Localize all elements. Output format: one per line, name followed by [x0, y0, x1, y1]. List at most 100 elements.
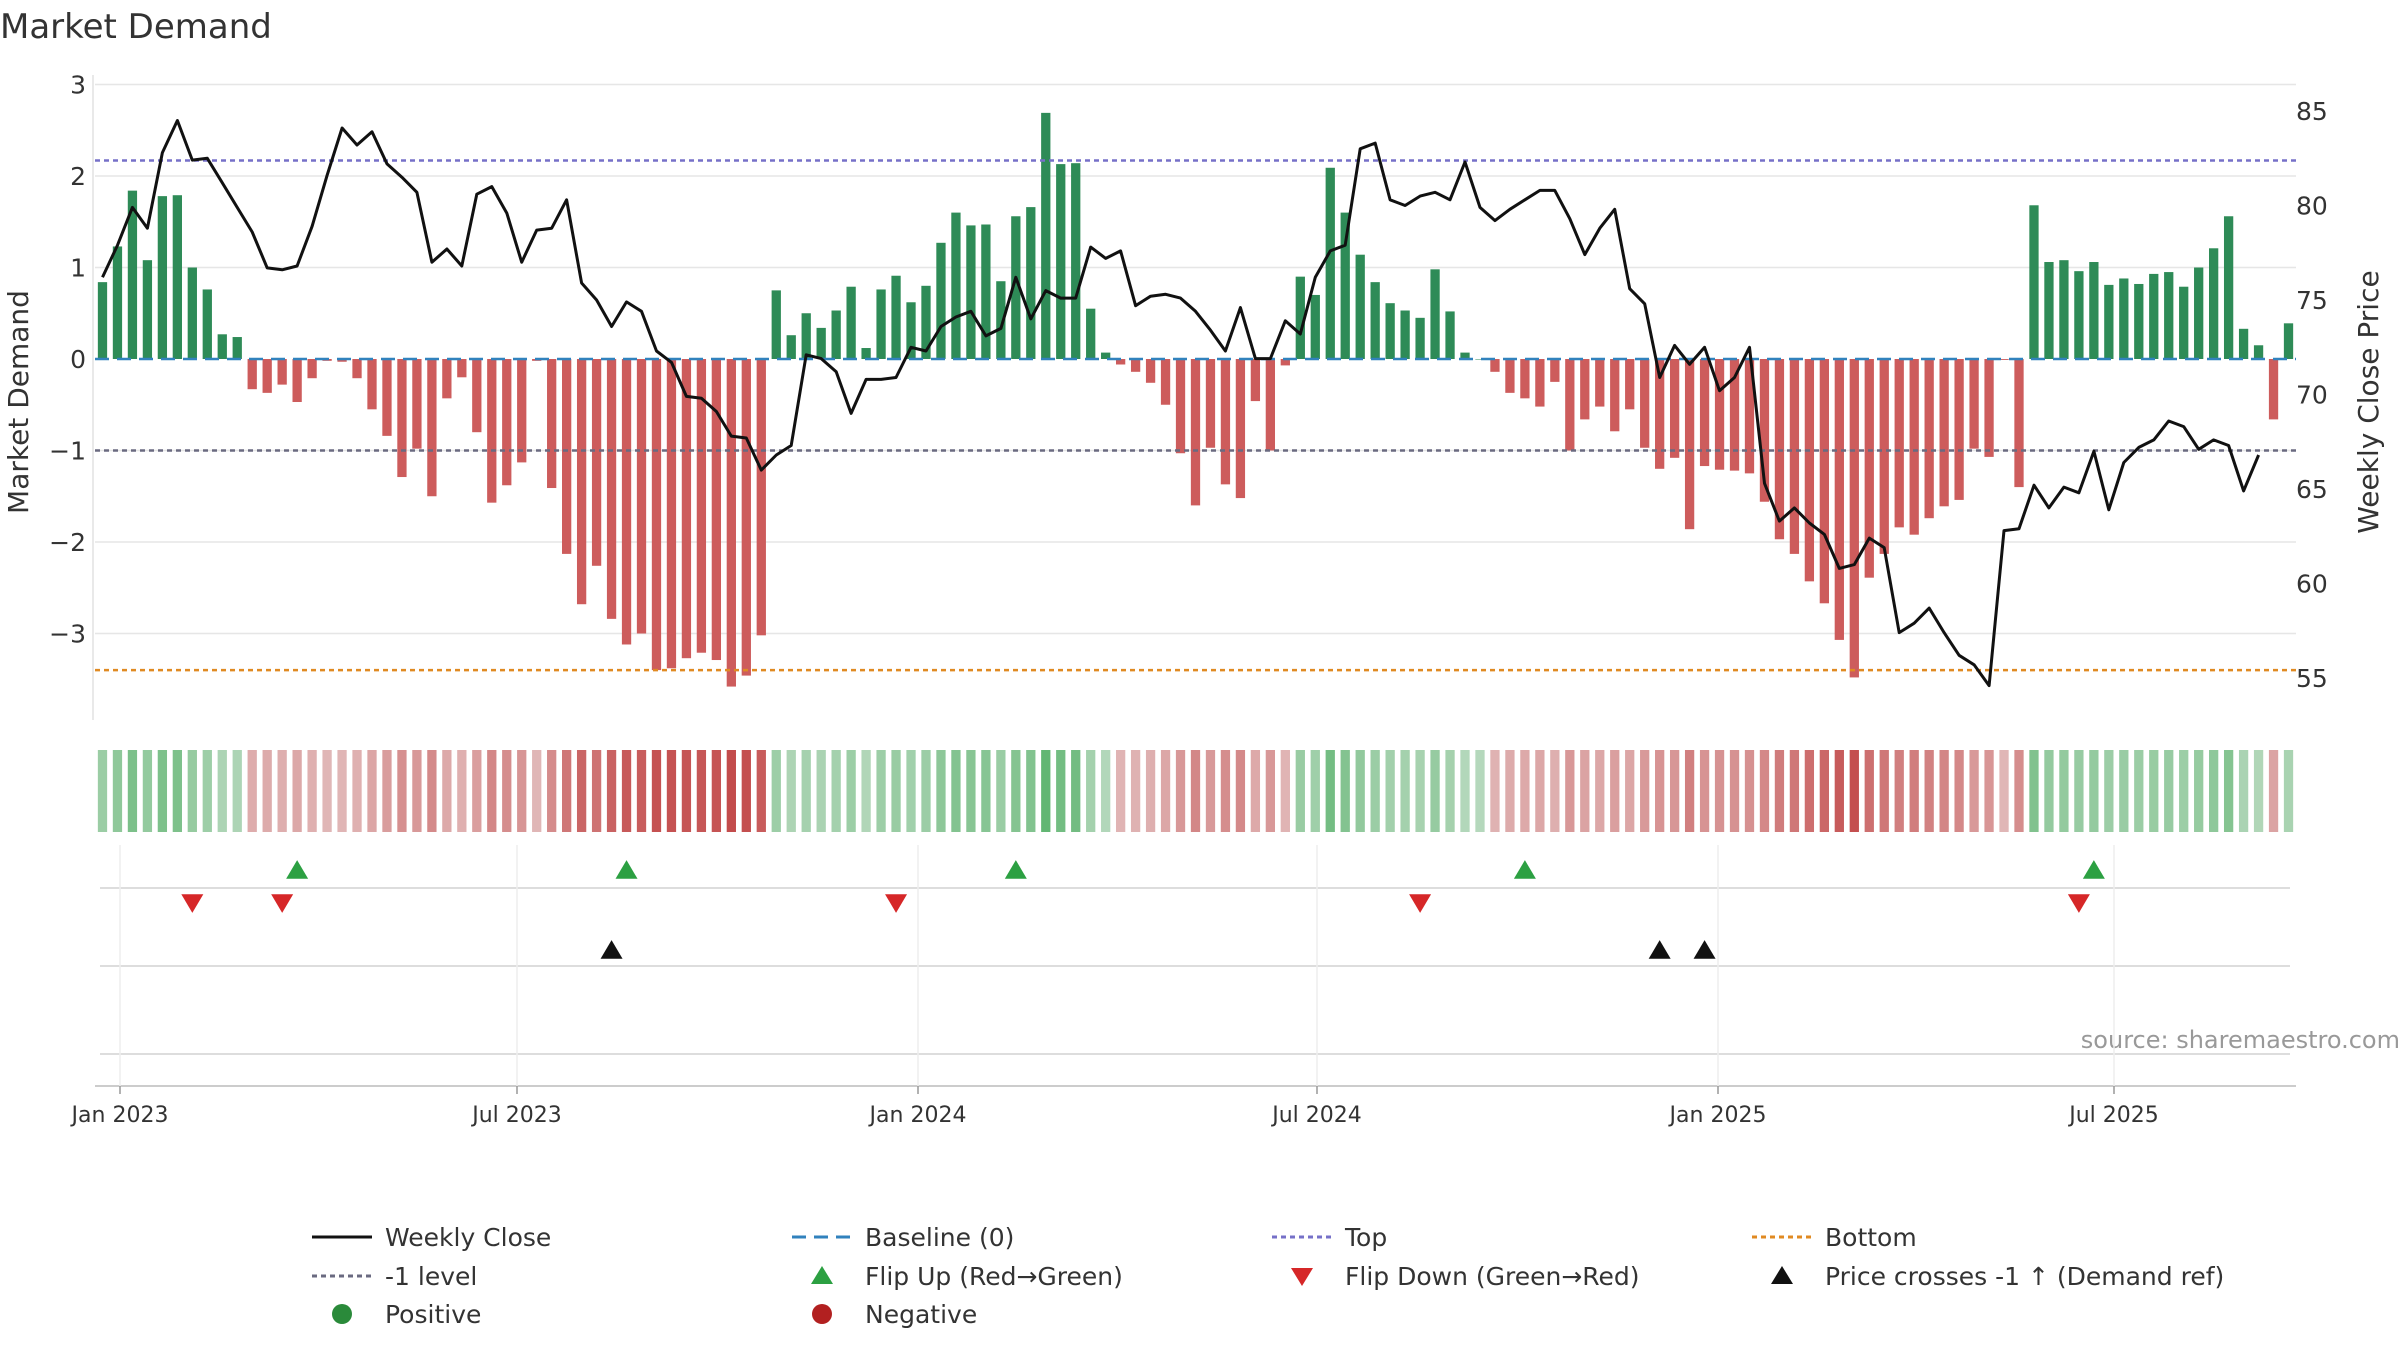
demand-bar — [1086, 308, 1096, 359]
demand-bar — [262, 359, 272, 393]
demand-bar — [606, 359, 617, 619]
heat-cell — [1625, 750, 1635, 832]
heat-cell — [1340, 750, 1350, 832]
demand-bar — [636, 359, 647, 634]
heat-cell — [442, 750, 452, 832]
heat-cell — [2209, 750, 2219, 832]
heat-cell — [1250, 750, 1261, 832]
heat-cell — [1160, 750, 1171, 832]
legend-label: Flip Up (Red→Green) — [865, 1262, 1123, 1291]
x-tick-label: Jan 2023 — [70, 1103, 169, 1128]
legend-swatch — [1771, 1266, 1793, 1284]
demand-bar — [1520, 359, 1530, 399]
demand-bar — [1325, 167, 1335, 359]
y2-tick-label: 65 — [2296, 475, 2328, 504]
heat-cell — [681, 750, 692, 832]
demand-bar — [1205, 359, 1216, 448]
heat-cell — [876, 750, 886, 832]
heat-cell — [666, 750, 677, 832]
source-note: source: sharemaestro.com — [2081, 1026, 2400, 1054]
heat-cell — [2283, 750, 2294, 832]
heat-cell — [97, 750, 108, 832]
heat-cell — [2179, 750, 2189, 832]
demand-bar — [307, 359, 317, 379]
heat-cell — [891, 750, 901, 832]
heat-cell — [277, 750, 287, 832]
flip-down-marker — [1409, 894, 1432, 913]
heat-cell — [457, 750, 467, 832]
demand-bar — [1295, 276, 1305, 359]
signal-markers — [100, 860, 2290, 1055]
heat-cell — [142, 750, 153, 832]
heat-cell — [1550, 750, 1560, 832]
heat-cell — [861, 750, 871, 832]
x-tick-label: Jul 2025 — [2067, 1103, 2159, 1128]
demand-bar — [1669, 359, 1680, 458]
reference-lines — [95, 159, 2296, 672]
demand-bar — [2194, 267, 2204, 359]
demand-bar — [1879, 359, 1889, 554]
demand-bar — [1145, 359, 1156, 383]
demand-bar — [2134, 283, 2144, 359]
demand-bar — [517, 359, 527, 463]
demand-bar — [966, 225, 976, 359]
legend-label: Baseline (0) — [865, 1223, 1014, 1252]
heat-cell — [1205, 750, 1216, 832]
demand-bar — [352, 359, 362, 379]
demand-bar — [2209, 248, 2219, 359]
y2-tick-label: 75 — [2296, 286, 2328, 315]
demand-bar — [382, 359, 392, 436]
demand-bar — [2253, 345, 2264, 359]
demand-bar — [1220, 359, 1231, 485]
heat-cell — [1400, 750, 1410, 832]
heat-cell — [2223, 750, 2234, 832]
demand-bar — [2119, 278, 2129, 359]
demand-bar — [2044, 262, 2054, 359]
heat-cell — [1954, 750, 1964, 832]
demand-bar — [2268, 359, 2279, 420]
demand-bar — [1265, 359, 1276, 451]
demand-bar — [1250, 359, 1261, 402]
heat-cell — [367, 750, 377, 832]
demand-bar — [1400, 310, 1410, 359]
demand-bar — [202, 289, 212, 359]
demand-bar — [1490, 359, 1500, 372]
heat-cell — [1235, 750, 1246, 832]
demand-bar — [981, 224, 991, 359]
demand-bar — [1894, 359, 1904, 528]
heat-cell — [1565, 750, 1575, 832]
demand-bar — [906, 302, 916, 359]
demand-bar — [891, 275, 901, 359]
demand-bar — [1984, 359, 1994, 457]
heat-cell — [1699, 750, 1710, 832]
heat-cell — [1864, 750, 1874, 832]
heat-cell — [1325, 750, 1335, 832]
heat-cell — [1460, 750, 1470, 832]
demand-bar — [2104, 284, 2114, 359]
y2-tick-label: 85 — [2296, 97, 2328, 126]
demand-bar — [1370, 282, 1380, 359]
heat-cell — [1295, 750, 1305, 832]
legend-label: Positive — [385, 1300, 481, 1329]
heat-cell — [2059, 750, 2069, 832]
legend: Weekly Close Baseline (0) Top Bottom -1 leve… — [312, 1223, 2224, 1329]
heat-cell — [921, 750, 931, 832]
heat-cell — [1430, 750, 1440, 832]
demand-bar — [157, 196, 168, 359]
heat-cell — [517, 750, 527, 832]
heat-cell — [1535, 750, 1545, 832]
heat-cell — [696, 750, 707, 832]
grid-lines — [92, 75, 2296, 720]
flip-down-marker — [885, 894, 908, 913]
heat-cell — [1714, 750, 1725, 832]
heat-cell — [1175, 750, 1186, 832]
heat-cell — [1101, 750, 1111, 832]
y-tick-label: 3 — [70, 71, 86, 100]
demand-bar — [1714, 359, 1725, 470]
heat-cell — [636, 750, 647, 832]
heat-cell — [996, 750, 1006, 832]
price-cross-marker — [1693, 940, 1716, 959]
y-tick-label: 1 — [70, 254, 86, 283]
heat-cell — [292, 750, 302, 832]
heat-cell — [1370, 750, 1380, 832]
